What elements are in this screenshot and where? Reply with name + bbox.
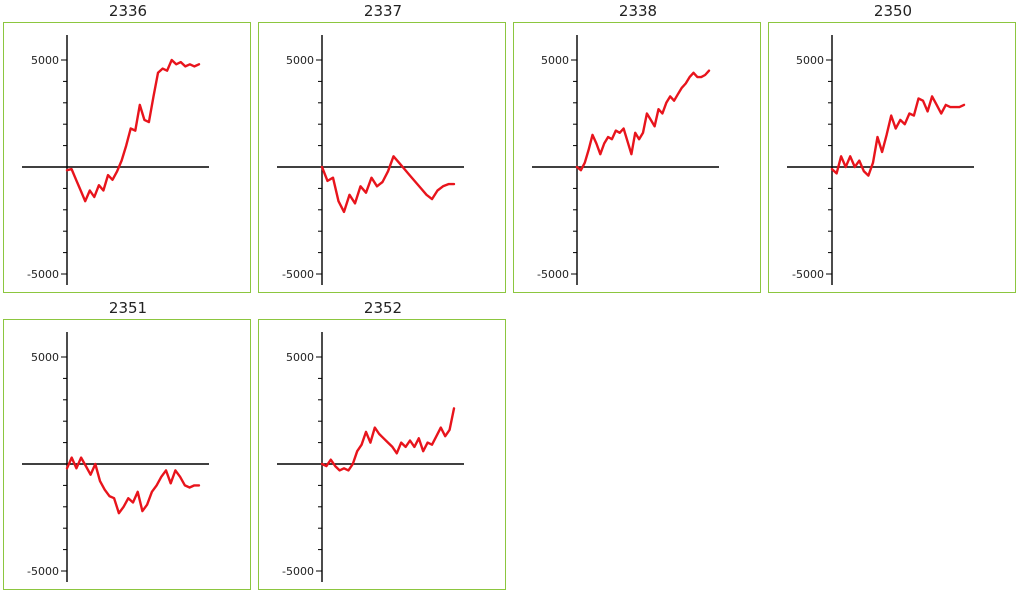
panel-2336: 2336 5000 -5000 — [2, 0, 254, 297]
line-chart: 5000 -5000 — [22, 35, 209, 285]
panel-title: 2338 — [618, 2, 658, 20]
y-tick-label: 5000 — [541, 54, 569, 67]
series-line — [65, 456, 201, 515]
y-tick-label: -5000 — [27, 565, 59, 578]
y-tick-label: -5000 — [27, 268, 59, 281]
y-tick-label: 5000 — [796, 54, 824, 67]
chart-frame: 5000 -5000 — [258, 22, 506, 293]
y-tick-label: -5000 — [282, 565, 314, 578]
chart-frame: 5000 -5000 — [3, 22, 251, 293]
y-tick-label: 5000 — [31, 54, 59, 67]
y-tick-label: -5000 — [537, 268, 569, 281]
y-tick-label: 5000 — [31, 351, 59, 364]
chart-frame: 5000 -5000 — [258, 319, 506, 590]
y-tick-label: -5000 — [792, 268, 824, 281]
series-line — [320, 155, 456, 214]
panel-2337: 2337 5000 -5000 — [257, 0, 509, 297]
panel-2350: 2350 5000 -5000 — [767, 0, 1019, 297]
line-chart: 5000 -5000 — [277, 35, 464, 285]
y-tick-label: 5000 — [286, 351, 314, 364]
panel-2352: 2352 5000 -5000 — [257, 297, 509, 594]
panel-2338: 2338 5000 -5000 — [512, 0, 764, 297]
line-chart: 5000 -5000 — [532, 35, 719, 285]
y-tick-label: 5000 — [286, 54, 314, 67]
line-chart: 5000 -5000 — [277, 332, 464, 582]
chart-frame: 5000 -5000 — [768, 22, 1016, 293]
line-chart: 5000 -5000 — [787, 35, 974, 285]
chart-frame: 5000 -5000 — [513, 22, 761, 293]
panel-2351: 2351 5000 -5000 — [2, 297, 254, 594]
panel-title: 2351 — [108, 299, 148, 317]
series-line — [65, 58, 201, 203]
y-tick-label: -5000 — [282, 268, 314, 281]
series-line — [830, 95, 966, 177]
line-chart: 5000 -5000 — [22, 332, 209, 582]
chart-frame: 5000 -5000 — [3, 319, 251, 590]
panel-title: 2350 — [873, 2, 913, 20]
panel-title: 2336 — [108, 2, 148, 20]
series-line — [575, 69, 711, 172]
panel-title: 2352 — [363, 299, 403, 317]
series-line — [320, 407, 456, 472]
panel-title: 2337 — [363, 2, 403, 20]
